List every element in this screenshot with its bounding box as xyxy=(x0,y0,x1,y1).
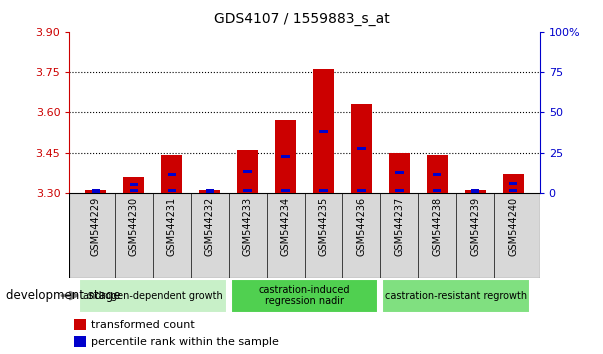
Bar xyxy=(509,189,517,192)
Text: GDS4107 / 1559883_s_at: GDS4107 / 1559883_s_at xyxy=(213,12,390,27)
Bar xyxy=(465,190,485,193)
Text: castration-resistant regrowth: castration-resistant regrowth xyxy=(385,291,527,301)
Text: castration-induced
regression nadir: castration-induced regression nadir xyxy=(259,285,350,307)
Text: GSM544235: GSM544235 xyxy=(318,197,329,256)
Bar xyxy=(86,190,106,193)
Bar xyxy=(395,171,403,175)
Bar xyxy=(130,189,138,192)
Text: GSM544239: GSM544239 xyxy=(470,197,480,256)
Text: development stage: development stage xyxy=(6,289,121,302)
Bar xyxy=(162,155,182,193)
Bar xyxy=(389,153,410,193)
Bar xyxy=(206,190,214,193)
Text: GSM544234: GSM544234 xyxy=(280,197,291,256)
Bar xyxy=(92,190,100,193)
Bar xyxy=(357,189,365,192)
Bar xyxy=(509,182,517,185)
Text: GSM544240: GSM544240 xyxy=(508,197,518,256)
Bar xyxy=(433,172,441,176)
Bar xyxy=(471,189,479,192)
Bar xyxy=(275,120,296,193)
Bar xyxy=(168,189,176,192)
Bar xyxy=(79,279,227,313)
Bar xyxy=(130,183,138,187)
Bar xyxy=(230,279,379,313)
Bar xyxy=(237,150,258,193)
Text: GSM544237: GSM544237 xyxy=(394,197,405,256)
Text: GSM544238: GSM544238 xyxy=(432,197,442,256)
Text: androgen-dependent growth: androgen-dependent growth xyxy=(83,291,223,301)
Text: GSM544236: GSM544236 xyxy=(356,197,367,256)
Bar xyxy=(471,190,479,193)
Text: GSM544230: GSM544230 xyxy=(129,197,139,256)
Bar xyxy=(282,155,289,158)
Bar xyxy=(351,104,372,193)
Bar xyxy=(206,189,214,192)
Bar xyxy=(313,69,334,193)
Bar xyxy=(503,174,523,193)
Text: GSM544229: GSM544229 xyxy=(91,197,101,256)
Bar xyxy=(244,170,252,173)
Bar xyxy=(124,177,144,193)
Bar xyxy=(320,130,327,133)
Text: GSM544233: GSM544233 xyxy=(242,197,253,256)
Bar xyxy=(427,155,447,193)
Bar xyxy=(92,189,100,192)
Text: GSM544231: GSM544231 xyxy=(167,197,177,256)
Bar xyxy=(168,172,176,176)
Text: GSM544232: GSM544232 xyxy=(204,197,215,256)
Bar xyxy=(282,189,289,192)
Text: transformed count: transformed count xyxy=(90,320,194,330)
Bar xyxy=(357,147,365,150)
Bar xyxy=(433,189,441,192)
Bar xyxy=(199,190,220,193)
Bar xyxy=(74,336,86,347)
Text: percentile rank within the sample: percentile rank within the sample xyxy=(90,337,279,347)
Bar xyxy=(74,319,86,330)
Bar xyxy=(382,279,530,313)
Bar xyxy=(320,189,327,192)
Bar xyxy=(244,189,252,192)
Bar xyxy=(395,189,403,192)
